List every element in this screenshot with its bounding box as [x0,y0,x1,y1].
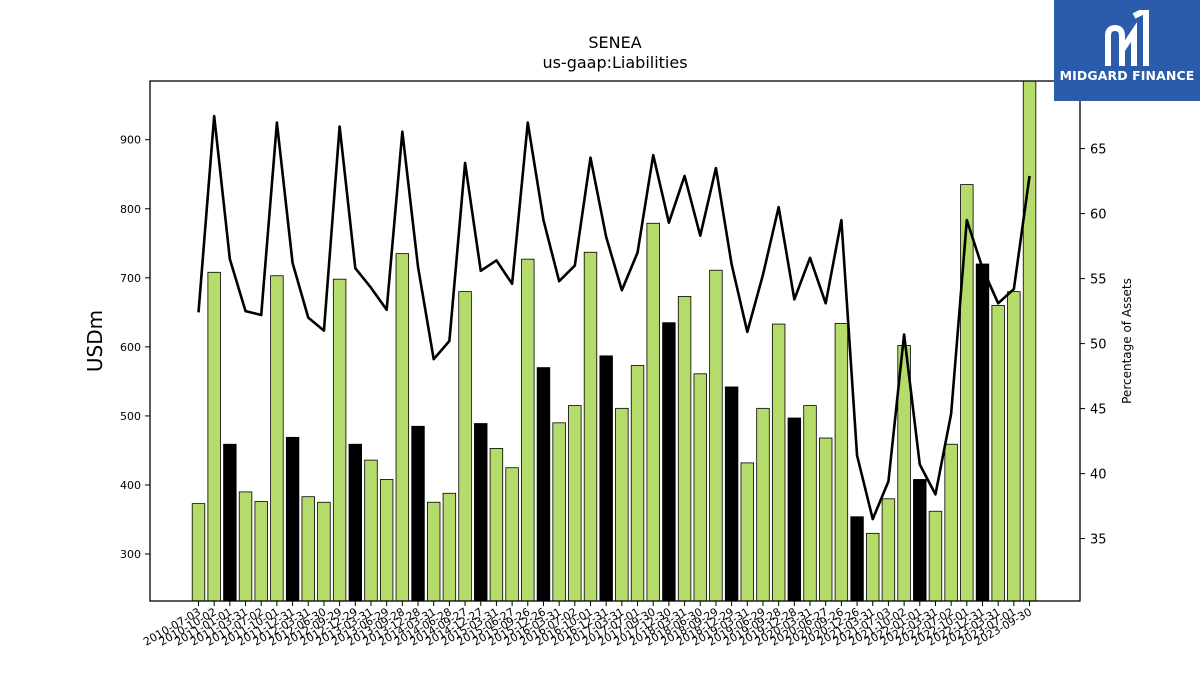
bar [505,467,519,602]
y-tick-label: 900 [120,134,141,147]
bar [630,365,645,602]
bar [850,516,864,602]
bar [364,459,378,602]
bar [552,422,566,602]
y2-axis-label: Percentage of Assets [1120,278,1134,404]
bar [944,443,958,602]
y2-tick-label: 45 [1090,403,1107,418]
chart-subtitle: us-gaap:Liabilities [542,53,687,72]
bar [301,496,315,602]
y-tick-label: 700 [120,272,141,285]
bar [521,258,535,602]
midgard-finance-logo: MIDGARD FINANCE [1054,0,1200,101]
bar [270,275,284,602]
pct-assets-line [197,114,1031,521]
bar [615,407,629,602]
logo-mark-icon [1105,10,1149,66]
bar [474,423,488,602]
bar [740,462,755,602]
bar [975,263,990,602]
bar [677,296,692,602]
bar [819,437,833,602]
bar [771,323,786,602]
bar [1007,291,1021,602]
y-axis-label: USDm [83,310,107,372]
bar [724,386,739,602]
bar [693,373,707,602]
bar [913,479,927,602]
bar [568,405,582,602]
y2-tick-label: 55 [1090,273,1107,288]
y2-tick-label: 50 [1090,338,1107,353]
bar [332,278,347,602]
bar [803,405,817,602]
y-tick-label: 600 [120,341,141,354]
y-tick-label: 800 [120,203,141,216]
bar [787,417,802,602]
axes-layer [149,80,1081,602]
y-tick-label: 400 [120,479,141,492]
bar [285,436,300,602]
bar [1022,80,1037,602]
bar [489,447,504,602]
bar [379,479,394,602]
chart-title: SENEA [588,33,641,52]
bar [426,501,441,602]
bar [442,492,457,602]
bar [599,355,613,602]
bar [646,222,660,602]
y-tick-label: 500 [120,410,141,423]
logo-text: MIDGARD FINANCE [1059,68,1195,83]
bar [834,322,849,602]
bar [238,491,253,602]
bar [756,407,770,602]
bar [709,269,723,602]
bar [458,291,472,602]
bar [411,425,425,602]
bar [536,367,551,602]
y-tick-label: 300 [120,548,141,561]
bars-layer [191,80,1037,602]
bar [191,503,206,602]
bar [348,443,363,602]
bar [317,501,331,602]
bar [223,443,237,602]
line-layer [197,114,1031,521]
y2-tick-label: 60 [1090,208,1107,223]
y2-tick-label: 35 [1090,533,1107,548]
plot-frame [149,80,1081,602]
bar [866,532,880,602]
bar [662,322,676,602]
bar [960,184,974,602]
y2-tick-label: 40 [1090,468,1107,483]
bar [254,501,268,602]
bar [207,271,221,602]
bar [583,251,598,602]
bar [395,253,410,602]
ticks-layer: 300400500600700800900354045505560652010-… [120,134,1107,649]
y2-tick-label: 65 [1090,143,1107,158]
bar [928,510,943,602]
bar [991,305,1005,602]
bar [881,498,896,602]
